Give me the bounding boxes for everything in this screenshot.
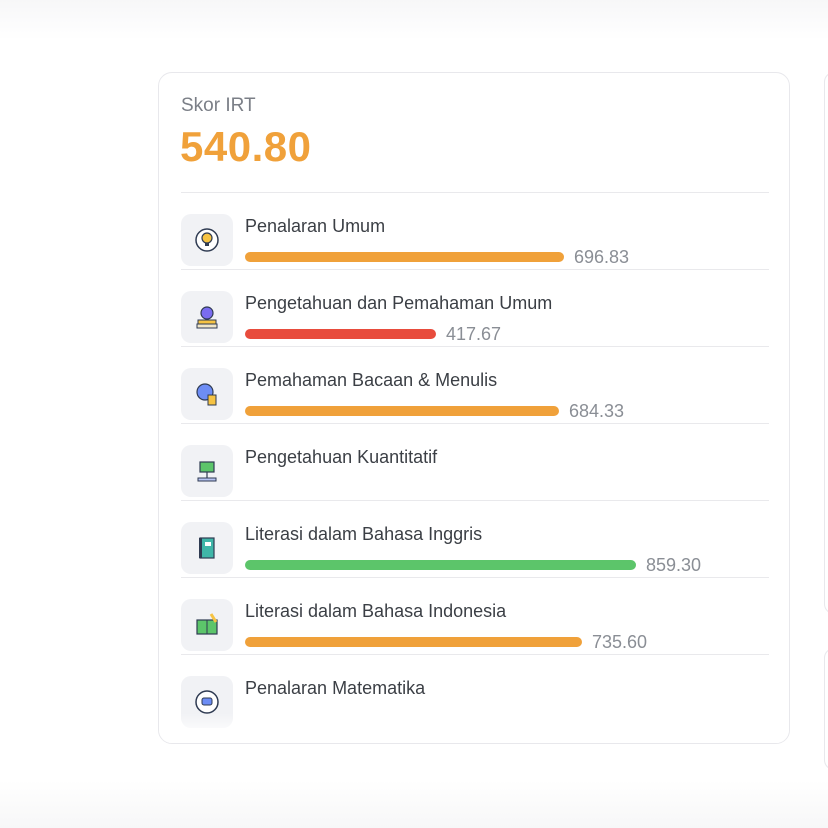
scroll-fade (159, 713, 789, 743)
subtest-name: Literasi dalam Bahasa Indonesia (245, 601, 507, 621)
subtest-row-penalaran-umum[interactable]: Penalaran Umum 696.83 (181, 193, 769, 270)
book-icon (181, 522, 233, 574)
divider (181, 192, 769, 193)
subtest-row-literasi-bahasa-indonesia[interactable]: Literasi dalam Bahasa Indonesia 735.60 (181, 578, 769, 655)
score-bar-wrap: 735.60 (245, 632, 647, 652)
subtest-score: 417.67 (446, 323, 502, 344)
score-bar-wrap: 684.33 (245, 401, 624, 421)
subtest-row-literasi-bahasa-inggris[interactable]: Literasi dalam Bahasa Inggris 859.30 (181, 501, 769, 578)
subtest-list: Penalaran Umum 696.83 Pengetahuan dan Pe… (181, 193, 769, 731)
open-book-pencil-icon (181, 599, 233, 651)
score-bar (245, 329, 436, 339)
score-bar (245, 637, 582, 647)
subtest-name: Penalaran Umum (245, 216, 386, 236)
subtest-row-pengetahuan-kuantitatif[interactable]: Pengetahuan Kuantitatif (181, 424, 769, 501)
score-bar (245, 560, 636, 570)
adjacent-card (824, 72, 828, 614)
adjacent-card-lower (824, 648, 828, 770)
subtest-name: Pengetahuan dan Pemahaman Umum (245, 293, 553, 313)
score-label: Skor IRT (181, 95, 256, 116)
subtest-score: 735.60 (592, 631, 648, 652)
subtest-score: 696.83 (574, 246, 630, 267)
irt-score-card: Skor IRT 540.80 Penalaran Umum 696.83 Pe… (158, 72, 790, 744)
score-bar (245, 252, 564, 262)
score-bar-wrap: 417.67 (245, 324, 501, 344)
apple-books-icon (181, 291, 233, 343)
subtest-name: Penalaran Matematika (245, 678, 426, 698)
subtest-name: Literasi dalam Bahasa Inggris (245, 524, 483, 544)
score-bar-wrap: 696.83 (245, 247, 629, 267)
subtest-score: 684.33 (569, 400, 625, 421)
score-bar-wrap (245, 482, 255, 494)
score-bar-wrap: 859.30 (245, 555, 701, 575)
subtest-name: Pengetahuan Kuantitatif (245, 447, 438, 467)
score-bar (245, 406, 559, 416)
score-value: 540.80 (180, 123, 312, 170)
globe-books-icon (181, 368, 233, 420)
subtest-row-pemahaman-bacaan-menulis[interactable]: Pemahaman Bacaan & Menulis 684.33 (181, 347, 769, 424)
subtest-name: Pemahaman Bacaan & Menulis (245, 370, 498, 390)
presentation-board-icon (181, 445, 233, 497)
subtest-score: 859.30 (646, 554, 702, 575)
lightbulb-head-icon (181, 214, 233, 266)
subtest-row-pengetahuan-pemahaman-umum[interactable]: Pengetahuan dan Pemahaman Umum 417.67 (181, 270, 769, 347)
